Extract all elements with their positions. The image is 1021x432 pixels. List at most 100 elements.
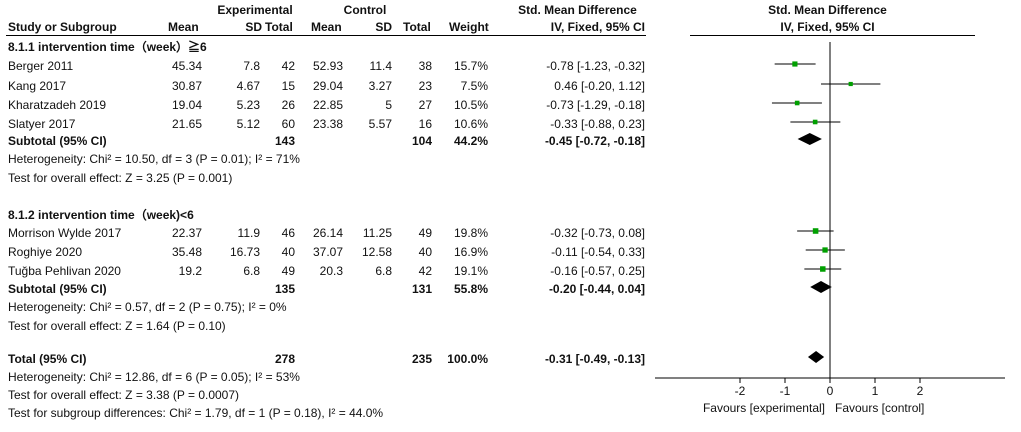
ci: -0.33 [-0.88, 0.23] — [550, 117, 645, 131]
c-sd: 11.4 — [369, 59, 392, 73]
x-tick-label: 0 — [827, 384, 834, 398]
study-name: Slatyer 2017 — [8, 117, 76, 131]
c-mean: 26.14 — [312, 226, 343, 240]
study-name: Kharatzadeh 2019 — [8, 98, 107, 112]
study-marker — [812, 119, 818, 125]
x-tick-label: -1 — [780, 384, 791, 398]
c-mean: 29.04 — [312, 79, 343, 93]
c-total: 235 — [411, 352, 432, 366]
c-total: 131 — [411, 282, 432, 296]
e-sd: 4.67 — [236, 79, 260, 93]
ci: -0.73 [-1.29, -0.18] — [546, 98, 645, 112]
c-sd-header: SD — [375, 20, 392, 34]
c-total: 23 — [418, 79, 432, 93]
total-overall-effect-text: Test for overall effect: Z = 3.38 (P = 0… — [8, 388, 240, 402]
c-total: 16 — [418, 117, 432, 131]
favours-control-label: Favours [control] — [835, 401, 924, 415]
x-tick-label: 2 — [917, 384, 924, 398]
ci: -0.31 [-0.49, -0.13] — [544, 352, 645, 366]
weight: 100.0% — [447, 352, 488, 366]
study-marker — [820, 266, 826, 272]
c-sd: 5.57 — [368, 117, 392, 131]
c-total: 38 — [418, 59, 432, 73]
c-mean: 37.07 — [312, 245, 343, 259]
e-total: 15 — [281, 79, 295, 93]
pooled-diamond — [797, 133, 822, 145]
e-mean: 19.04 — [171, 98, 202, 112]
e-mean: 19.2 — [178, 264, 202, 278]
weight: 10.6% — [453, 117, 488, 131]
x-tick-label: 1 — [872, 384, 879, 398]
study-marker — [792, 61, 798, 67]
weight: 19.1% — [453, 264, 488, 278]
plot-title: Std. Mean Difference — [768, 3, 887, 17]
ci: -0.78 [-1.23, -0.32] — [546, 59, 645, 73]
overall-effect-text: Test for overall effect: Z = 1.64 (P = 0… — [8, 319, 226, 333]
c-sd: 11.25 — [362, 226, 392, 240]
e-mean-header: Mean — [168, 20, 199, 34]
e-total: 60 — [281, 117, 295, 131]
e-mean: 35.48 — [171, 245, 202, 259]
e-mean: 22.37 — [171, 226, 202, 240]
c-sd: 12.58 — [361, 245, 392, 259]
e-total-header: Total — [265, 20, 293, 34]
ci: -0.16 [-0.57, 0.25] — [550, 264, 645, 278]
smd-header: Std. Mean Difference — [518, 3, 637, 17]
e-mean: 30.87 — [171, 79, 202, 93]
c-mean: 23.38 — [312, 117, 343, 131]
c-sd: 6.8 — [375, 264, 392, 278]
e-mean: 45.34 — [171, 59, 202, 73]
group-title: 8.1.1 intervention time（week）≧6 — [8, 40, 207, 54]
c-total: 40 — [418, 245, 432, 259]
study-name: Morrison Wylde 2017 — [8, 226, 122, 240]
group-title: 8.1.2 intervention time（week)<6 — [8, 208, 194, 222]
weight: 55.8% — [453, 282, 488, 296]
study-marker — [812, 228, 819, 234]
study-name: Roghiye 2020 — [8, 245, 83, 259]
ci: 0.46 [-0.20, 1.12] — [554, 79, 645, 93]
subtotal-label: Subtotal (95% CI) — [8, 134, 107, 148]
study-marker — [848, 81, 853, 87]
c-sd: 3.27 — [368, 79, 392, 93]
total-heterogeneity-text: Heterogeneity: Chi² = 12.86, df = 6 (P =… — [8, 370, 300, 384]
e-sd: 6.8 — [243, 264, 260, 278]
c-total: 104 — [411, 134, 432, 148]
e-sd: 5.23 — [236, 98, 260, 112]
c-total-header: Total — [403, 20, 431, 34]
e-sd: 5.12 — [236, 117, 260, 131]
method-header: IV, Fixed, 95% CI — [550, 20, 645, 34]
ci: -0.20 [-0.44, 0.04] — [548, 282, 645, 296]
c-mean-header: Mean — [311, 20, 342, 34]
e-sd: 11.9 — [237, 226, 260, 240]
e-total: 278 — [274, 352, 295, 366]
c-mean: 22.85 — [312, 98, 343, 112]
c-mean: 20.3 — [319, 264, 343, 278]
plot-header-rule — [690, 35, 975, 36]
study-name: Tuğba Pehlivan 2020 — [8, 264, 121, 278]
control-header: Control — [343, 3, 387, 17]
header-rule — [6, 35, 646, 36]
favours-experimental-label: Favours [experimental] — [703, 401, 825, 415]
e-mean: 21.65 — [171, 117, 202, 131]
weight: 19.8% — [453, 226, 488, 240]
study-name: Kang 2017 — [8, 79, 67, 93]
ci: -0.32 [-0.73, 0.08] — [550, 226, 645, 240]
study-marker — [822, 247, 828, 253]
x-tick-label: -2 — [735, 384, 746, 398]
c-total: 42 — [418, 264, 432, 278]
weight: 16.9% — [453, 245, 488, 259]
subgroup-differences-text: Test for subgroup differences: Chi² = 1.… — [8, 406, 384, 420]
e-sd-header: SD — [245, 20, 262, 34]
heterogeneity-text: Heterogeneity: Chi² = 0.57, df = 2 (P = … — [8, 300, 287, 314]
subtotal-label: Subtotal (95% CI) — [8, 282, 107, 296]
weight: 10.5% — [453, 98, 488, 112]
weight: 44.2% — [453, 134, 488, 148]
e-total: 40 — [281, 245, 295, 259]
c-total: 27 — [418, 98, 432, 112]
ci: -0.45 [-0.72, -0.18] — [544, 134, 645, 148]
e-total: 143 — [274, 134, 295, 148]
study-col-header: Study or Subgroup — [8, 20, 117, 34]
plot-subtitle: IV, Fixed, 95% CI — [780, 20, 875, 34]
study-name: Berger 2011 — [8, 59, 74, 73]
